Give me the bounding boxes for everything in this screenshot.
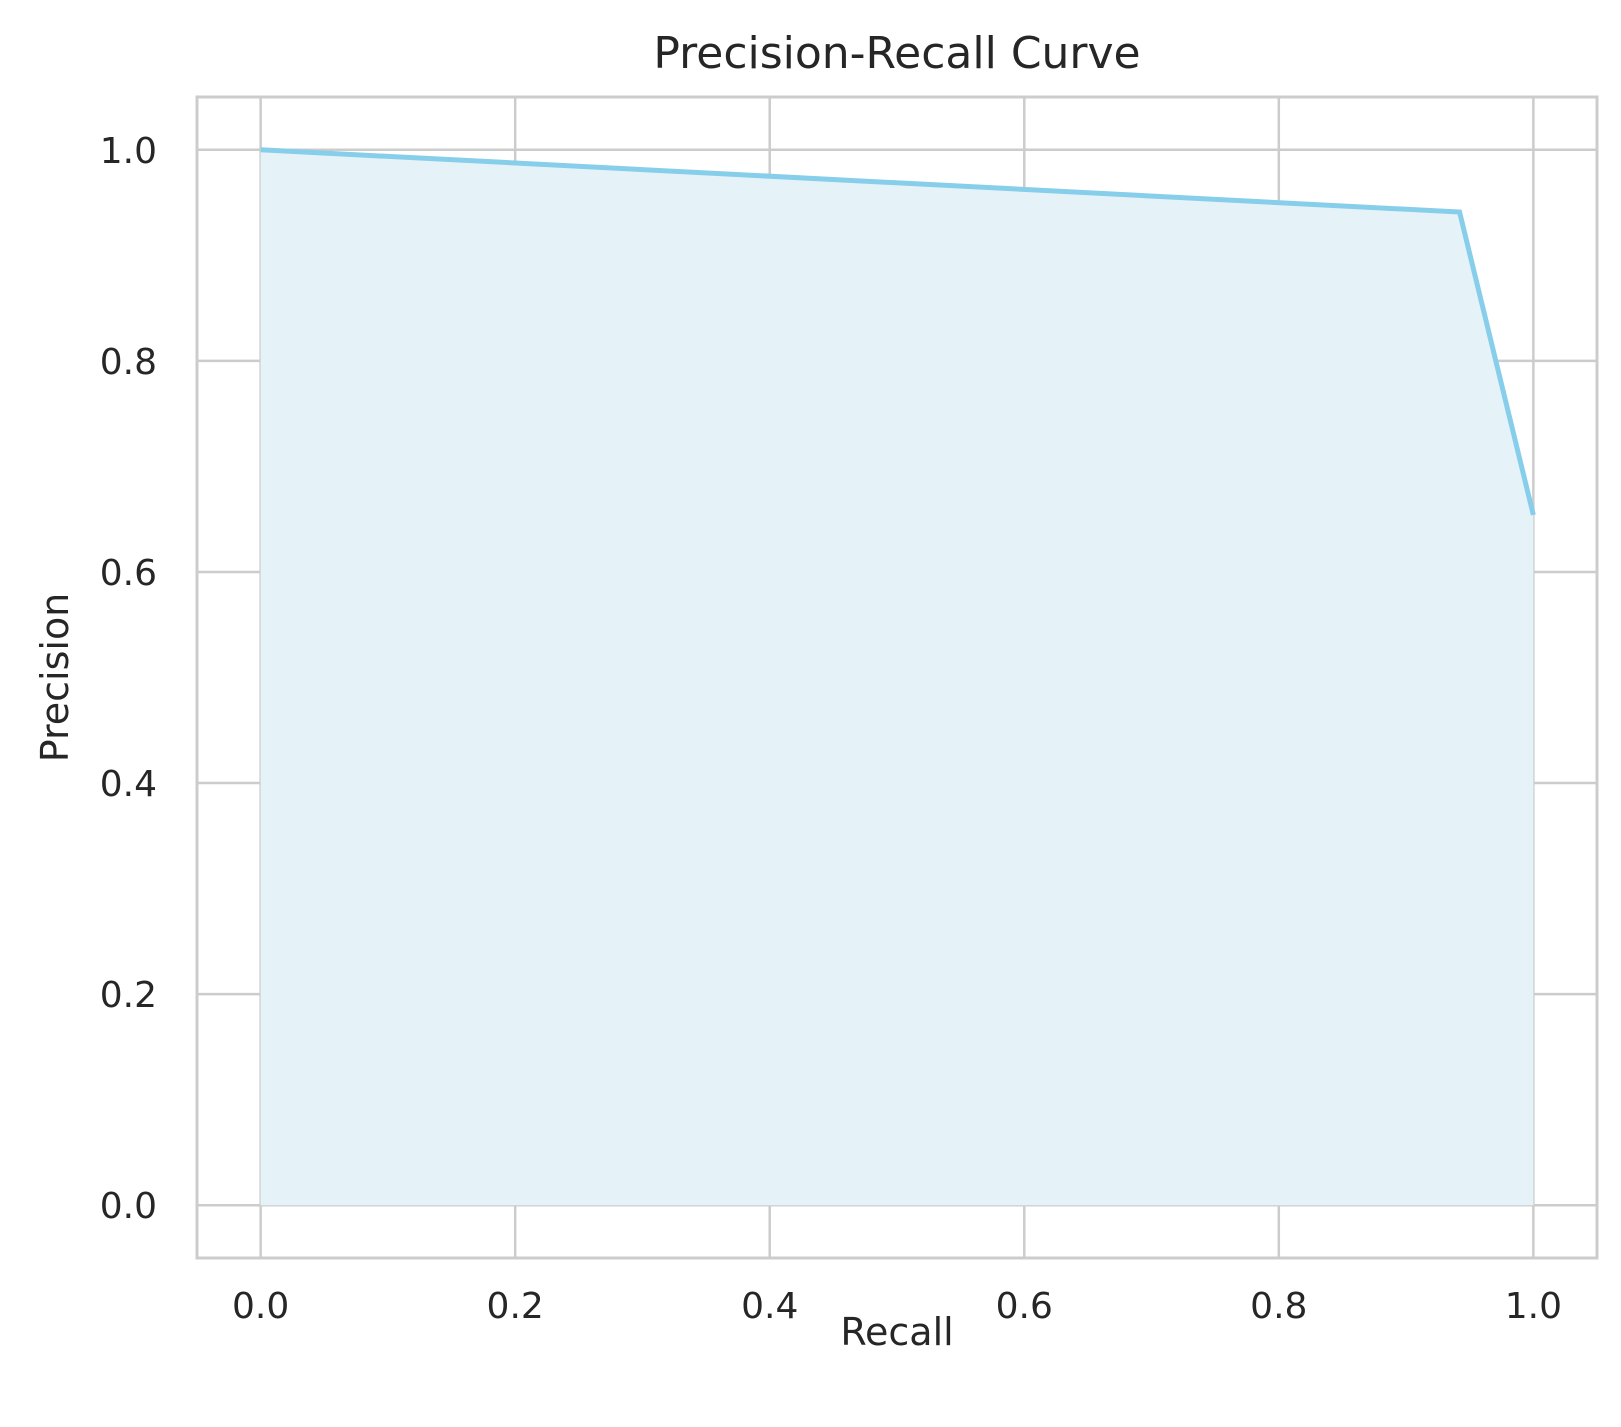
area-fill [260, 149, 1534, 1206]
x-tick-label: 0.8 [1250, 1286, 1307, 1327]
x-axis-label: Recall [840, 1310, 953, 1354]
x-tick-label: 1.0 [1505, 1286, 1562, 1327]
y-tick-label: 0.2 [100, 975, 157, 1016]
x-tick-label: 0.2 [487, 1286, 544, 1327]
x-axis-ticks: 0.0 0.2 0.4 0.6 0.8 1.0 [232, 1286, 1562, 1327]
x-tick-label: 0.4 [741, 1286, 798, 1327]
y-axis-ticks: 0.0 0.2 0.4 0.6 0.8 1.0 [100, 131, 157, 1227]
x-tick-label: 0.6 [996, 1286, 1053, 1327]
y-tick-label: 0.0 [100, 1186, 157, 1227]
x-tick-label: 0.0 [232, 1286, 289, 1327]
y-tick-label: 1.0 [100, 131, 157, 172]
y-tick-label: 0.8 [100, 342, 157, 383]
precision-recall-line [260, 147, 1536, 516]
chart-title: Precision-Recall Curve [653, 28, 1140, 79]
plot-frame [195, 95, 1599, 1260]
y-axis-label: Precision [33, 593, 77, 763]
y-tick-label: 0.4 [100, 764, 157, 805]
y-tick-label: 0.6 [100, 553, 157, 594]
